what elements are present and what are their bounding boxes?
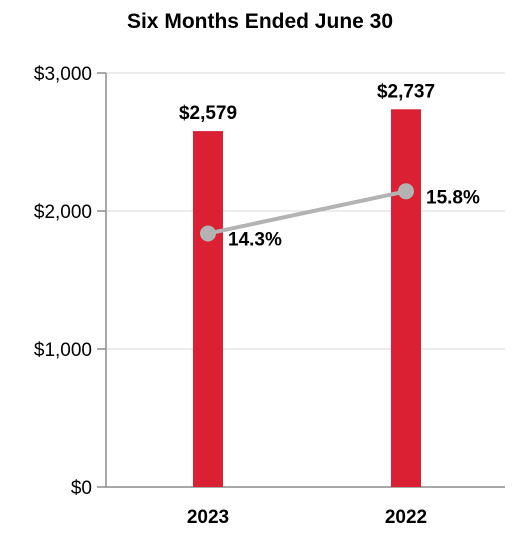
y-tick-label: $2,000 [34, 202, 92, 223]
y-tick-label: $1,000 [34, 340, 92, 361]
bar [391, 109, 421, 487]
chart-title: Six Months Ended June 30 [126, 10, 394, 33]
line-value-label: 15.8% [426, 187, 480, 208]
bar-value-label: $2,737 [377, 81, 435, 102]
line-value-label: 14.3% [228, 230, 282, 251]
line-point [200, 225, 216, 242]
x-tick-label: 2022 [385, 507, 427, 528]
bar-value-label: $2,579 [179, 103, 237, 124]
bar [193, 131, 223, 487]
x-tick-label: 2023 [187, 507, 229, 528]
line-point [398, 183, 414, 200]
y-tick-label: $3,000 [34, 64, 92, 85]
line-series [207, 189, 407, 236]
y-tick-label: $0 [71, 478, 92, 499]
